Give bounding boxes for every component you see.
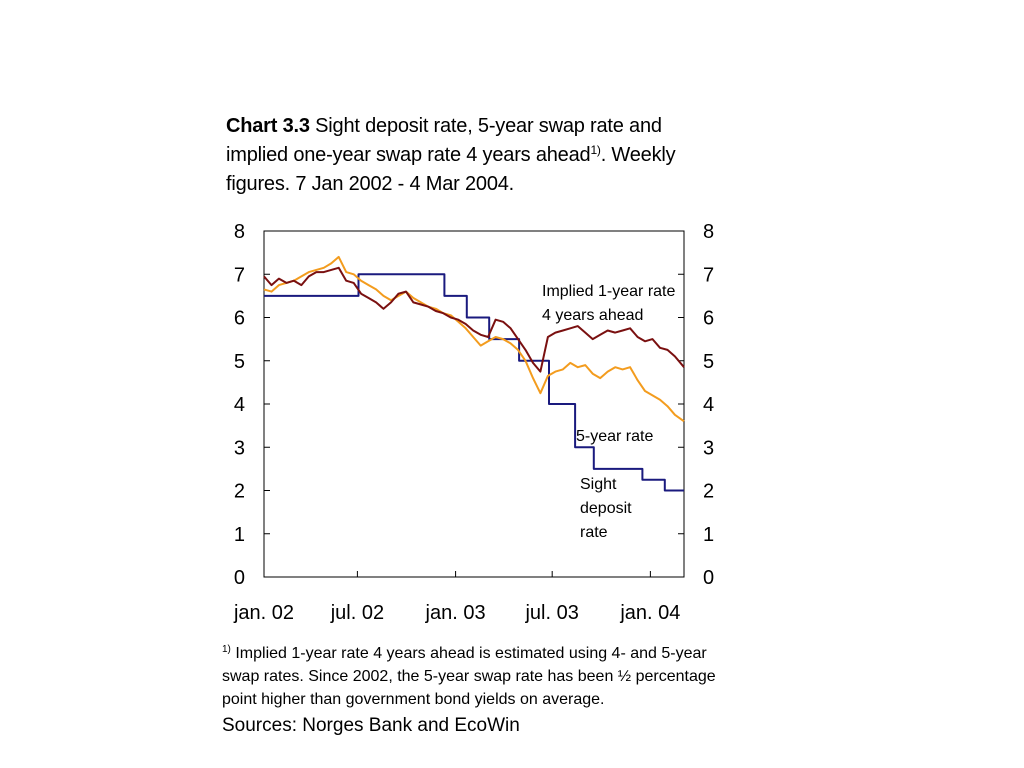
- series-line: [263, 255, 685, 423]
- y-tick-label-right: 1: [703, 524, 714, 546]
- title-footnote-marker: 1): [590, 143, 601, 157]
- series-label: Sight: [580, 476, 617, 493]
- y-tick-label-right: 2: [703, 481, 714, 503]
- footnote-text: Implied 1-year rate 4 years ahead is est…: [222, 645, 716, 708]
- chart-title: Chart 3.3 Sight deposit rate, 5-year swa…: [226, 112, 726, 199]
- x-tick-label: jan. 03: [425, 602, 486, 624]
- chart-title-text: Sight deposit rate, 5-year swap rate and…: [226, 115, 662, 166]
- series-label: deposit: [580, 500, 632, 517]
- y-tick-label-left: 2: [234, 481, 245, 503]
- y-tick-label-right: 5: [703, 351, 714, 373]
- series-label: 5-year rate: [576, 428, 653, 445]
- y-tick-label-left: 5: [234, 351, 245, 373]
- y-tick-label-left: 0: [234, 567, 245, 589]
- y-tick-label-right: 3: [703, 437, 714, 459]
- series-line: [263, 266, 685, 373]
- footnote-marker: 1): [222, 644, 231, 655]
- x-tick-label: jan. 02: [233, 602, 294, 624]
- x-tick-label: jul. 02: [330, 602, 384, 624]
- y-tick-label-left: 7: [234, 264, 245, 286]
- y-tick-label-right: 4: [703, 394, 714, 416]
- series-label: rate: [580, 524, 608, 541]
- sources: Sources: Norges Bank and EcoWin: [222, 715, 520, 736]
- series-line: [264, 273, 684, 492]
- y-tick-label-right: 6: [703, 308, 714, 330]
- footnote: 1) Implied 1-year rate 4 years ahead is …: [222, 642, 742, 711]
- chart-title-text-end: . Weekly figures. 7 Jan 2002 - 4 Mar 200…: [226, 144, 676, 195]
- series-label: Implied 1-year rate: [542, 283, 675, 300]
- line-chart: 0 0 1 1 2 2 3 3 4 4 5 5 6 6 7 7 8 8 jan. 02 jul. 02 jan. 03 j…: [233, 221, 714, 624]
- chart-number: Chart 3.3: [226, 115, 310, 137]
- y-tick-label-left: 4: [234, 394, 245, 416]
- y-tick-label-right: 8: [703, 221, 714, 243]
- y-tick-label-left: 8: [234, 221, 245, 243]
- x-tick-label: jan. 04: [619, 602, 680, 624]
- y-tick-label-right: 7: [703, 264, 714, 286]
- y-tick-label-left: 3: [234, 437, 245, 459]
- y-tick-label-left: 1: [234, 524, 245, 546]
- y-tick-label-right: 0: [703, 567, 714, 589]
- x-tick-label: jul. 03: [524, 602, 578, 624]
- y-tick-label-left: 6: [234, 308, 245, 330]
- series-label: 4 years ahead: [542, 307, 643, 324]
